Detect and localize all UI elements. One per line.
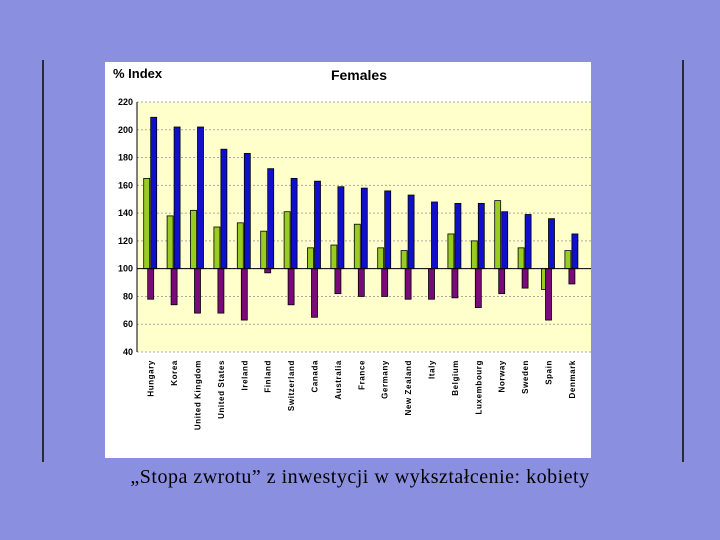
y-tick-labels: 40 60 80 100 120 140 160 180 200 220 — [118, 97, 133, 357]
bar-purple — [170, 268, 178, 306]
bar-purple — [264, 268, 272, 274]
bar-blue — [431, 201, 438, 270]
bar-green — [143, 177, 151, 270]
bar-green — [353, 223, 361, 270]
x-category-label: Denmark — [568, 360, 577, 398]
bar-green — [400, 250, 408, 270]
bar-purple — [240, 268, 248, 321]
bar-green — [377, 247, 385, 270]
x-category-label: Norway — [498, 360, 507, 393]
bar-purple — [334, 268, 342, 295]
y-tick-label: 180 — [118, 153, 133, 163]
bar-blue — [220, 148, 228, 270]
bar-blue — [454, 202, 462, 270]
bar-green — [236, 222, 244, 270]
bar-green — [470, 240, 478, 270]
bar-blue — [548, 218, 555, 270]
left-divider-line — [42, 60, 44, 462]
bar-chart: 40 60 80 100 120 140 160 180 200 220 Hungary Korea… — [113, 66, 591, 430]
bar-green — [494, 200, 502, 270]
bar-purple — [545, 268, 552, 321]
bar-purple — [311, 268, 318, 318]
bar-green — [213, 226, 221, 270]
x-category-label: New Zealand — [404, 360, 413, 416]
bar-purple — [428, 268, 435, 300]
bar-purple — [404, 268, 412, 300]
bar-blue — [571, 233, 579, 270]
x-category-label: Belgium — [451, 360, 460, 396]
x-category-label: Finland — [264, 360, 273, 393]
bar-green — [330, 244, 338, 270]
y-axis-label: % Index — [113, 66, 163, 81]
y-tick-label: 200 — [118, 125, 133, 135]
bar-blue — [524, 214, 532, 270]
bar-blue — [290, 177, 298, 270]
bar-blue — [384, 190, 392, 270]
grid-layer — [137, 101, 591, 353]
x-category-label: Canada — [311, 360, 320, 393]
bar-green — [564, 250, 572, 270]
bar-blue — [360, 187, 368, 270]
bars-layer — [143, 116, 579, 321]
bar-purple — [287, 268, 295, 306]
x-category-label: Korea — [170, 360, 179, 386]
bar-blue — [197, 126, 204, 270]
slide-caption: „Stopa zwrotu” z inwestycji w wykształce… — [130, 466, 590, 488]
x-category-labels: Hungary Korea United Kingdom United States I… — [147, 360, 577, 430]
chart-panel: 40 60 80 100 120 140 160 180 200 220 Hungary Korea… — [105, 62, 591, 458]
bar-purple — [568, 268, 576, 285]
y-tick-label: 40 — [123, 347, 133, 357]
right-divider-line — [682, 60, 684, 462]
x-category-label: Sweden — [521, 360, 530, 394]
bar-green — [190, 209, 197, 270]
bar-purple — [498, 268, 506, 295]
x-category-label: Spain — [545, 360, 554, 385]
bar-blue — [477, 202, 485, 270]
bar-blue — [407, 194, 415, 270]
x-category-label: France — [357, 360, 366, 390]
bar-purple — [147, 268, 155, 300]
bar-green — [447, 233, 455, 270]
x-category-label: Hungary — [147, 360, 156, 397]
bar-blue — [337, 186, 345, 270]
bar-green — [260, 230, 268, 270]
bar-green — [517, 247, 525, 270]
y-tick-label: 120 — [118, 236, 133, 246]
bar-blue — [501, 211, 509, 270]
y-tick-label: 100 — [118, 264, 133, 274]
bar-purple — [194, 268, 201, 314]
bar-blue — [314, 180, 321, 270]
bar-green — [307, 247, 314, 270]
bar-green — [166, 215, 174, 270]
x-category-label: United Kingdom — [194, 360, 203, 430]
bar-purple — [357, 268, 365, 297]
y-tick-label: 220 — [118, 97, 133, 107]
x-category-label: Italy — [428, 360, 437, 379]
bar-purple — [381, 268, 389, 297]
bar-blue — [173, 126, 181, 270]
x-category-label: Luxembourg — [474, 360, 483, 414]
bar-blue — [243, 152, 251, 270]
bar-blue — [150, 116, 158, 270]
bar-purple — [521, 268, 529, 289]
y-tick-label: 80 — [123, 291, 133, 301]
y-tick-label: 140 — [118, 208, 133, 218]
y-tick-label: 60 — [123, 319, 133, 329]
y-tick-label: 160 — [118, 180, 133, 190]
bar-purple — [451, 268, 459, 299]
x-category-label: Germany — [381, 360, 390, 399]
chart-title: Females — [331, 67, 387, 83]
x-category-label: United States — [217, 360, 226, 419]
bar-blue — [267, 168, 275, 270]
x-category-label: Australia — [334, 360, 343, 400]
bar-purple — [474, 268, 482, 308]
x-category-label: Ireland — [240, 360, 249, 390]
x-category-label: Switzerland — [287, 360, 296, 411]
bar-purple — [217, 268, 225, 314]
bar-green — [283, 211, 291, 270]
